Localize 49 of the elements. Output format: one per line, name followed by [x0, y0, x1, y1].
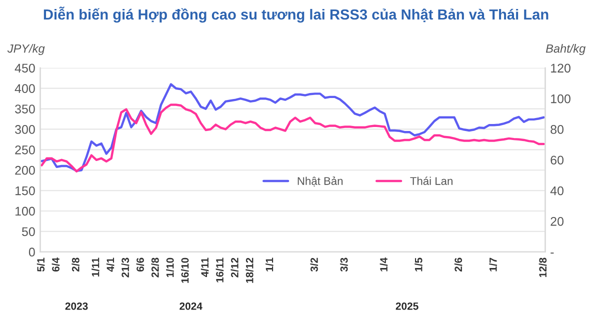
- x-tick-label: 5/1: [36, 258, 45, 272]
- y-tick-label: 350: [15, 104, 35, 114]
- y-tick-label: 100: [15, 206, 35, 216]
- x-tick-label: 1/1: [266, 258, 274, 272]
- y-tick-label: 450: [14, 64, 35, 73]
- x-tick-label: 1/5: [414, 258, 422, 272]
- x-tick-label: 16/10: [181, 258, 189, 283]
- x-tick-label: 4/1: [106, 258, 114, 272]
- x-tick-label: 1/4: [380, 257, 388, 272]
- y2-tick-label: 60: [550, 156, 564, 165]
- text: 2025: [396, 302, 418, 310]
- x-tick-label: 3/3: [340, 258, 348, 272]
- y-tick-label: 50: [22, 227, 35, 236]
- line-series: [40, 83, 545, 172]
- y2-tick-label: 20: [550, 217, 564, 226]
- x-tick-label: 2/6: [454, 258, 462, 272]
- y-tick-label: 200: [15, 166, 35, 175]
- text: 2023: [65, 302, 88, 310]
- x-tick-label: 6/4: [52, 257, 60, 272]
- x-tick-label: 2/12: [230, 258, 238, 278]
- y-tick-label: 0: [28, 248, 35, 257]
- y-tick-label: 150: [15, 186, 35, 196]
- x-tick-label: 4/11: [200, 258, 209, 277]
- x-tick-label: 18/12: [246, 258, 254, 283]
- y2-tick-label: 100: [551, 94, 570, 104]
- y2-tick-label: 80: [550, 125, 564, 134]
- x-tick-label: 2/8: [72, 258, 80, 272]
- y-axis-title: JPY/kg: [7, 44, 45, 56]
- legend-label: Thái Lan: [410, 176, 452, 185]
- y-tick-label: 250: [15, 145, 35, 154]
- legend-label: Nhật Bản: [298, 176, 343, 187]
- text: 2024: [180, 302, 202, 310]
- x-tick-label: 3/2: [310, 258, 318, 272]
- x-tick-label: 1/7: [489, 258, 497, 272]
- x-tick-label: 21/3: [121, 258, 130, 278]
- x-tick-label: 1/11: [92, 258, 100, 276]
- x-tick-label: 6/6: [136, 258, 144, 272]
- x-tick-label: 12/8: [538, 258, 547, 278]
- y-tick-label: 300: [15, 125, 35, 134]
- y2-tick-label: 40: [550, 186, 564, 196]
- y-tick-label: 400: [14, 84, 35, 94]
- x-tick-label: 1/10: [166, 258, 174, 278]
- x-tick-label: 16/11: [216, 258, 224, 282]
- y2-axis-title: Baht/kg: [546, 44, 586, 56]
- line-series: [40, 104, 545, 173]
- x-tick-label: 22/8: [151, 258, 159, 278]
- chart-title: Diễn biến giá Hợp đồng cao su tương lai RSS3 của Nhật Bản và Thái Lan: [44, 6, 548, 23]
- y2-tick-label: -: [550, 252, 554, 254]
- y2-tick-label: 120: [551, 64, 570, 73]
